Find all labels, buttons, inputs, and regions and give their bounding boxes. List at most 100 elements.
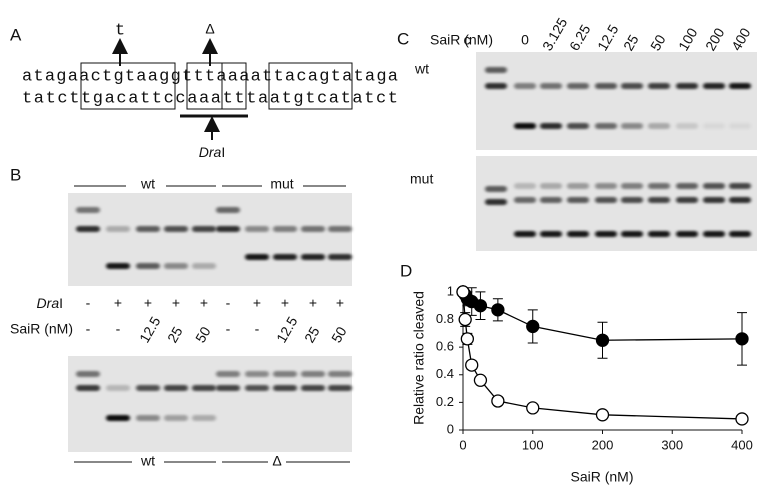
gel-band: [216, 385, 240, 391]
gel-band: [540, 183, 562, 189]
gel-band: [703, 83, 725, 89]
gel-band: [216, 226, 240, 232]
lane-label: +: [144, 295, 152, 311]
panel-label: B: [10, 165, 21, 184]
gel-band: [106, 263, 130, 269]
lane-label: -: [86, 295, 91, 311]
data-point: [735, 412, 749, 426]
y-tick-label: 0.4: [436, 366, 454, 381]
gel-band: [106, 415, 130, 421]
lane-label: -: [226, 295, 231, 311]
lane-label: +: [114, 295, 122, 311]
data-point: [465, 358, 479, 372]
gel-band: [164, 415, 188, 421]
lane-label: 12.5: [136, 314, 164, 346]
gel-band: [164, 263, 188, 269]
gel-band: [729, 231, 751, 237]
gel-band: [703, 197, 725, 203]
lane-label: c: [464, 32, 471, 48]
x-tick-label: 300: [661, 437, 683, 452]
gel-band: [273, 371, 297, 377]
lane-label: 12.5: [594, 22, 622, 54]
y-tick-label: 0.6: [436, 339, 454, 354]
gel-band: [595, 183, 617, 189]
gel-band: [567, 197, 589, 203]
gel-band: [595, 231, 617, 237]
gel-band: [301, 226, 325, 232]
gel-band: [76, 207, 100, 213]
gel-band: [245, 385, 269, 391]
gel-band: [514, 197, 536, 203]
data-point: [735, 332, 749, 346]
gel-band: [136, 415, 160, 421]
gel-band: [621, 197, 643, 203]
lane-label: 25: [164, 324, 186, 346]
x-tick-label: 400: [731, 437, 753, 452]
enzyme-label: DraI: [199, 144, 225, 160]
gel-band: [273, 254, 297, 260]
gel-band: [192, 226, 216, 232]
data-point: [491, 303, 505, 317]
gel-band: [485, 67, 507, 73]
lane-label: +: [336, 295, 344, 311]
gel-band: [595, 197, 617, 203]
gel-band: [245, 226, 269, 232]
gel-band: [567, 83, 589, 89]
gel-band: [273, 385, 297, 391]
gel-band: [328, 385, 352, 391]
gel-band: [540, 83, 562, 89]
enzyme-name: Dra: [199, 144, 222, 160]
data-point: [473, 373, 488, 387]
gel-band: [514, 231, 536, 237]
deletion-label: Δ: [205, 21, 214, 37]
lane-label: 3.125: [539, 15, 570, 54]
gel-band: [514, 83, 536, 89]
gel-band: [676, 231, 698, 237]
lane-label: +: [172, 295, 180, 311]
top-strand: atagaactgtaaggtttaaaattacagtataga: [22, 67, 398, 86]
group-label: wt: [140, 453, 155, 469]
gel-band: [514, 183, 536, 189]
group-label: Δ: [272, 453, 281, 469]
lane-label: +: [281, 295, 289, 311]
gel-band: [136, 385, 160, 391]
gel-band: [595, 83, 617, 89]
gel-band: [273, 226, 297, 232]
gel-band: [621, 123, 643, 129]
gel-band: [328, 254, 352, 260]
gel-band: [621, 183, 643, 189]
lane-label: 50: [647, 32, 669, 54]
lane-label: 100: [675, 25, 701, 53]
data-point: [526, 401, 540, 415]
row-label: SaiR (nM): [10, 321, 73, 337]
gel: [476, 52, 757, 150]
x-tick-label: 100: [522, 437, 544, 452]
gel-band: [676, 197, 698, 203]
lane-label: 12.5: [273, 314, 301, 346]
lane-label: 50: [192, 324, 214, 346]
lane-label: +: [309, 295, 317, 311]
gel-band: [164, 226, 188, 232]
gel-band: [540, 197, 562, 203]
gel-band: [648, 83, 670, 89]
gel-band: [136, 226, 160, 232]
gel-band: [703, 231, 725, 237]
lane-label: 25: [620, 32, 642, 54]
gel-band: [136, 263, 160, 269]
gel-band: [164, 385, 188, 391]
gel-band: [216, 371, 240, 377]
enzyme-suffix: I: [221, 144, 225, 160]
lane-title: SaiR (nM): [430, 32, 493, 48]
x-tick-label: 200: [592, 437, 614, 452]
gel-band: [76, 226, 100, 232]
gel-band: [76, 385, 100, 391]
lane-label: -: [255, 321, 260, 337]
bottom-strand: tatcttgacattccaaatttaatgtcatatct: [22, 89, 398, 108]
lane-label: -: [226, 321, 231, 337]
lane-label: 200: [702, 25, 728, 53]
gel-band: [106, 226, 130, 232]
lane-label: 6.25: [566, 22, 594, 54]
gel: [68, 193, 352, 286]
gel-band: [729, 123, 751, 129]
data-point: [456, 285, 470, 299]
